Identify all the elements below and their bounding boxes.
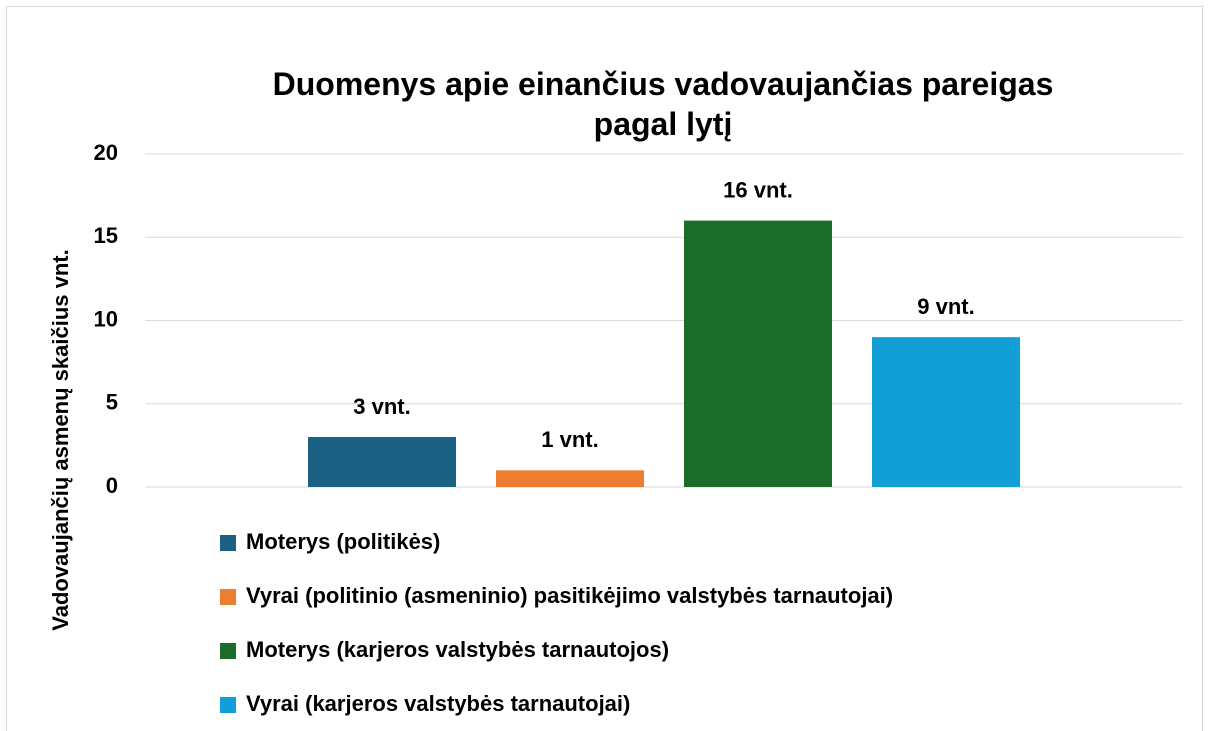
y-tick-label: 15 bbox=[94, 223, 118, 248]
data-label: 16 vnt. bbox=[723, 177, 793, 202]
bar bbox=[496, 470, 644, 487]
y-tick-label: 0 bbox=[106, 473, 118, 498]
legend-label: Moterys (politikės) bbox=[246, 529, 440, 554]
legend-swatch bbox=[220, 589, 236, 605]
bar bbox=[308, 437, 456, 487]
legend-label: Vyrai (karjeros valstybės tarnautojai) bbox=[246, 691, 630, 716]
data-label: 3 vnt. bbox=[353, 394, 410, 419]
y-tick-label: 20 bbox=[94, 140, 118, 165]
y-axis-label: Vadovaujančių asmenų skaičius vnt. bbox=[48, 249, 73, 631]
legend-label: Moterys (karjeros valstybės tarnautojos) bbox=[246, 637, 669, 662]
data-label: 1 vnt. bbox=[541, 427, 598, 452]
legend-swatch bbox=[220, 535, 236, 551]
y-tick-label: 5 bbox=[106, 390, 118, 415]
bar bbox=[872, 337, 1020, 487]
data-label: 9 vnt. bbox=[917, 294, 974, 319]
legend-swatch bbox=[220, 697, 236, 713]
y-tick-label: 10 bbox=[94, 306, 118, 331]
chart-title: Duomenys apie einančius vadovaujančias p… bbox=[272, 66, 1054, 142]
legend-swatch bbox=[220, 643, 236, 659]
bar bbox=[684, 220, 832, 487]
legend-label: Vyrai (politinio (asmeninio) pasitikėjim… bbox=[246, 583, 893, 608]
